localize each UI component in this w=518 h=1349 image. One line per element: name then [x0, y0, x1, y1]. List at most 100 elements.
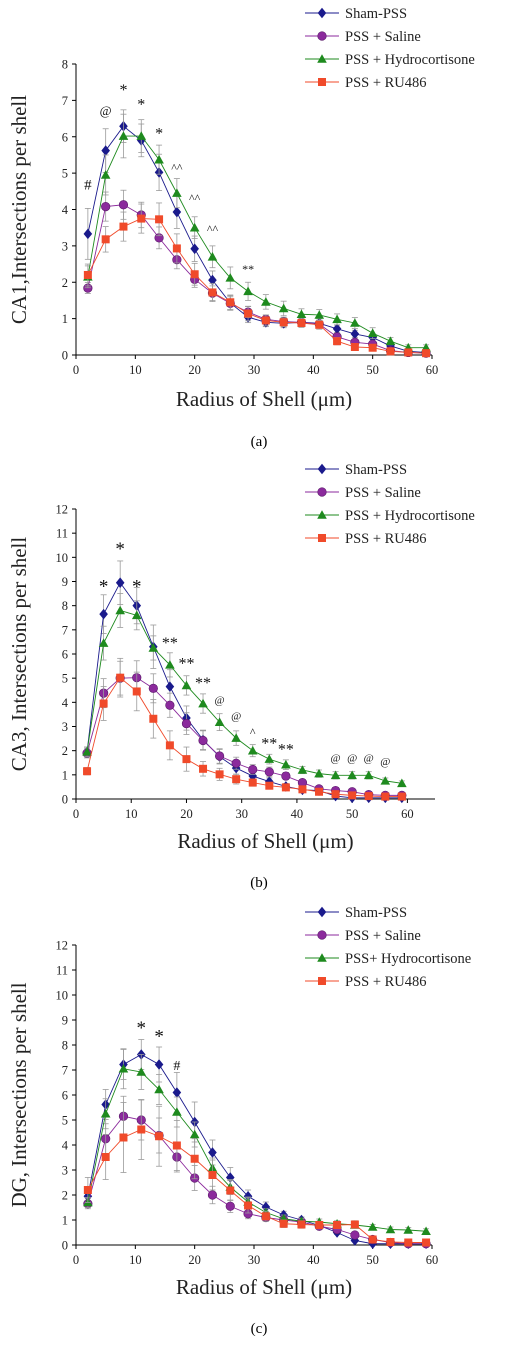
data-point: [119, 1133, 128, 1142]
y-tick-label: 12: [56, 503, 69, 517]
data-point: [347, 770, 357, 780]
x-tick-label: 30: [248, 363, 261, 377]
data-point: [348, 791, 357, 800]
significance-marker: @: [100, 103, 112, 118]
data-point: [422, 1238, 431, 1247]
data-point: [332, 323, 342, 335]
legend-label: Sham-PSS: [345, 6, 407, 22]
y-tick-label: 7: [62, 623, 68, 637]
data-point: [298, 785, 307, 794]
data-point: [315, 1221, 324, 1229]
data-point: [244, 309, 253, 318]
data-point: [83, 767, 92, 776]
data-point: [148, 643, 159, 652]
data-point: [397, 778, 407, 788]
data-point: [314, 310, 325, 319]
y-tick-label: 10: [56, 989, 69, 1003]
series-line: [87, 125, 427, 353]
legend-marker: [317, 7, 327, 19]
data-point: [264, 754, 275, 763]
data-point: [364, 792, 373, 801]
y-tick-label: 4: [62, 203, 69, 217]
data-point: [232, 775, 241, 784]
series-line: [87, 1068, 427, 1232]
data-point: [118, 1063, 129, 1073]
data-point: [115, 605, 125, 615]
significance-marker: *: [137, 96, 145, 113]
x-tick-label: 10: [125, 807, 138, 821]
x-tick-label: 0: [73, 807, 79, 821]
data-point: [172, 1087, 182, 1098]
significance-marker: @: [380, 756, 390, 768]
series-3: [83, 1099, 431, 1247]
x-tick-label: 40: [291, 807, 304, 821]
y-tick-label: 0: [62, 793, 68, 807]
legend-marker: [317, 953, 327, 962]
data-point: [215, 770, 224, 779]
x-tick-label: 40: [307, 363, 320, 377]
significance-marker: @: [231, 710, 241, 722]
significance-marker: *: [115, 539, 125, 560]
data-point: [215, 751, 225, 761]
series-line: [87, 218, 427, 354]
significance-marker: ^^: [189, 191, 201, 205]
data-point: [297, 1220, 306, 1229]
significance-marker: **: [261, 735, 277, 752]
legend: Sham-PSS PSS + Saline PSS + Hydrocortisone…: [305, 462, 475, 547]
data-point: [231, 733, 241, 742]
data-point: [350, 318, 360, 327]
data-point: [404, 1238, 413, 1247]
data-point: [149, 714, 158, 723]
chart-panel-a: 0 1 2 3 4 5 6 7 8 0 10 20 30 40 50 60 CA1,Intersections …: [7, 6, 475, 450]
data-point: [199, 764, 208, 773]
data-point: [350, 1220, 359, 1229]
data-point: [172, 188, 182, 197]
legend-label: PSS + RU486: [345, 75, 427, 91]
panel-caption: (a): [251, 434, 268, 450]
legend-marker: [317, 31, 327, 41]
y-tick-label: 9: [62, 1014, 68, 1028]
series-2: [83, 1048, 431, 1236]
data-point: [116, 673, 125, 682]
data-point: [99, 608, 108, 620]
data-point: [244, 1201, 253, 1210]
data-point: [314, 768, 324, 778]
data-point: [208, 288, 217, 297]
significance-marker: **: [195, 675, 211, 692]
data-point: [243, 1190, 253, 1202]
data-point: [208, 1147, 217, 1158]
data-point: [136, 1067, 147, 1076]
legend-marker: [318, 977, 326, 985]
data-point: [231, 758, 241, 768]
data-point: [248, 778, 257, 787]
y-axis-title: CA3, Intersections per shell: [7, 537, 31, 772]
data-point: [385, 1224, 396, 1234]
legend-marker: [317, 930, 327, 940]
legend-marker: [317, 487, 327, 497]
legend-marker: [317, 463, 327, 475]
y-tick-label: 2: [62, 276, 68, 290]
data-point: [137, 1125, 146, 1134]
x-tick-label: 20: [188, 363, 201, 377]
data-point: [386, 1238, 395, 1246]
data-point: [83, 270, 92, 279]
significance-marker: @: [215, 695, 225, 707]
significance-marker: *: [155, 126, 163, 143]
data-point: [281, 759, 291, 769]
significance-marker: @: [331, 753, 341, 765]
y-tick-label: 7: [62, 94, 68, 108]
data-point: [380, 776, 391, 785]
data-point: [368, 1235, 377, 1244]
data-point: [198, 698, 208, 708]
x-axis-title: Radius of Shell (μm): [176, 387, 352, 411]
data-point: [172, 1141, 181, 1150]
x-tick-label: 10: [129, 1253, 142, 1267]
data-point: [261, 297, 271, 306]
x-tick-label: 60: [426, 1253, 439, 1267]
data-point: [172, 244, 181, 253]
legend-label: Sham-PSS: [345, 905, 407, 921]
y-tick-label: 0: [62, 349, 68, 363]
legend-marker: [318, 534, 326, 542]
data-point: [118, 200, 129, 210]
